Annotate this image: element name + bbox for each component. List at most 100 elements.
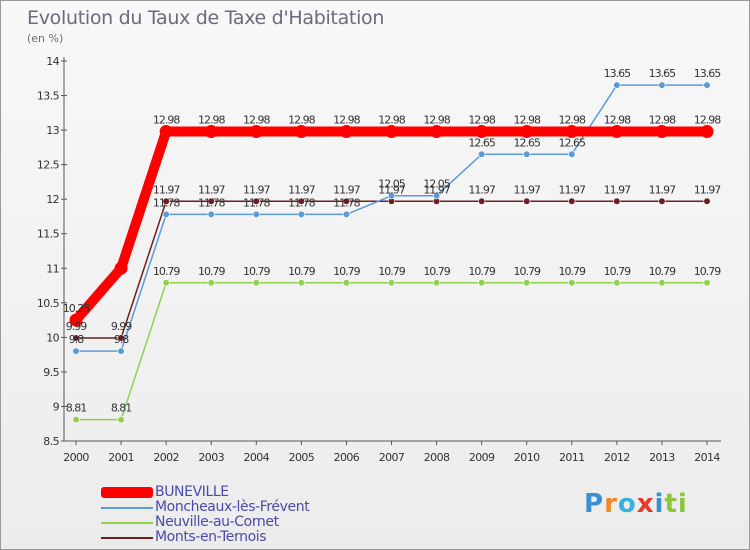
data-point-3 xyxy=(613,197,621,205)
data-label-0: 10.25 xyxy=(63,302,90,315)
y-tick-label: 9 xyxy=(53,400,60,413)
data-label-0: 12.98 xyxy=(649,113,676,126)
data-point-3 xyxy=(658,197,666,205)
data-point-0 xyxy=(430,124,444,138)
data-point-2 xyxy=(523,279,531,287)
data-label-1: 11.78 xyxy=(333,196,360,209)
data-label-1: 11.78 xyxy=(198,196,225,209)
data-label-1: 9.8 xyxy=(69,333,84,346)
data-label-3: 9.99 xyxy=(66,320,87,333)
data-label-3: 11.97 xyxy=(153,183,180,196)
proxiti-logo: Proxiti xyxy=(584,489,688,519)
data-point-1 xyxy=(387,192,396,200)
data-point-2 xyxy=(387,279,396,287)
data-point-0 xyxy=(565,124,579,138)
data-point-2 xyxy=(658,279,666,287)
data-point-3 xyxy=(523,197,531,205)
logo-letter: r xyxy=(604,489,618,519)
x-tick-label: 2000 xyxy=(63,451,89,464)
data-label-3: 11.97 xyxy=(198,183,225,196)
data-label-0: 12.98 xyxy=(153,113,180,126)
y-tick-label: 10.5 xyxy=(37,297,60,310)
data-point-0 xyxy=(294,124,308,138)
data-point-1 xyxy=(297,210,305,218)
x-tick-label: 2013 xyxy=(649,451,675,464)
data-label-2: 10.79 xyxy=(423,265,450,278)
data-point-1 xyxy=(478,150,486,158)
data-point-3 xyxy=(72,334,80,342)
logo-letter: o xyxy=(617,489,637,519)
logo-letter: ti xyxy=(664,489,688,519)
data-point-1 xyxy=(703,81,711,89)
data-label-2: 10.79 xyxy=(288,265,315,278)
data-label-3: 11.97 xyxy=(378,183,405,196)
data-point-1 xyxy=(613,81,621,89)
data-label-1: 12.05 xyxy=(378,178,405,191)
x-tick-label: 2012 xyxy=(604,451,630,464)
data-point-2 xyxy=(207,279,215,287)
x-tick-label: 2001 xyxy=(108,451,134,464)
data-label-3: 11.97 xyxy=(559,183,586,196)
data-point-2 xyxy=(342,279,351,287)
data-point-1 xyxy=(568,150,576,158)
x-tick-label: 2008 xyxy=(424,451,450,464)
data-label-3: 11.97 xyxy=(423,183,450,196)
data-label-1: 11.78 xyxy=(153,196,180,209)
data-point-3 xyxy=(342,197,351,205)
y-tick-label: 10 xyxy=(46,331,59,344)
legend-label: Moncheaux-lès-Frévent xyxy=(155,499,310,515)
data-label-3: 11.97 xyxy=(333,183,360,196)
data-point-2 xyxy=(568,279,576,287)
data-label-3: 11.97 xyxy=(694,183,721,196)
data-label-1: 11.78 xyxy=(243,196,270,209)
data-label-1: 12.65 xyxy=(559,136,586,149)
legend-label: Neuville-au-Cornet xyxy=(155,514,279,530)
data-point-2 xyxy=(297,279,305,287)
data-point-0 xyxy=(700,124,714,138)
x-tick-label: 2011 xyxy=(559,451,585,464)
data-label-0: 12.98 xyxy=(513,113,540,126)
data-label-1: 13.65 xyxy=(694,67,721,80)
x-tick-label: 2002 xyxy=(153,451,179,464)
data-label-2: 10.79 xyxy=(378,265,405,278)
data-point-2 xyxy=(613,279,621,287)
data-label-1: 11.78 xyxy=(288,196,315,209)
y-tick-label: 13 xyxy=(46,124,59,137)
data-point-3 xyxy=(568,197,576,205)
data-label-3: 11.97 xyxy=(288,183,315,196)
legend-swatch-monts xyxy=(101,537,153,539)
x-tick-label: 2003 xyxy=(198,451,224,464)
y-tick-label: 9.5 xyxy=(43,366,59,379)
y-tick-label: 11 xyxy=(46,262,59,275)
data-label-2: 10.79 xyxy=(153,265,180,278)
data-label-2: 10.79 xyxy=(198,265,225,278)
data-point-2 xyxy=(252,279,260,287)
data-point-1 xyxy=(523,150,531,158)
x-tick-label: 2007 xyxy=(379,451,405,464)
data-point-0 xyxy=(520,124,534,138)
data-point-0 xyxy=(610,124,624,138)
data-point-3 xyxy=(207,197,215,205)
data-label-3: 9.99 xyxy=(111,320,132,333)
data-point-2 xyxy=(117,415,125,424)
data-point-3 xyxy=(297,197,305,205)
data-point-1 xyxy=(72,347,80,355)
data-label-2: 10.79 xyxy=(333,265,360,278)
logo-letter: i xyxy=(654,489,665,519)
data-point-1 xyxy=(117,347,125,355)
data-label-2: 10.79 xyxy=(694,265,721,278)
data-label-1: 12.65 xyxy=(513,136,540,149)
data-point-3 xyxy=(478,197,486,205)
y-tick-label: 12 xyxy=(46,193,59,206)
series-line-0 xyxy=(71,126,712,326)
data-point-0 xyxy=(159,124,173,138)
data-label-2: 8.81 xyxy=(66,402,87,415)
data-label-0: 12.98 xyxy=(198,113,225,126)
y-tick-label: 11.5 xyxy=(37,228,60,241)
data-point-2 xyxy=(72,415,80,424)
data-label-2: 10.79 xyxy=(649,265,676,278)
legend-swatch-neuville xyxy=(101,522,153,524)
data-label-2: 10.79 xyxy=(243,265,270,278)
